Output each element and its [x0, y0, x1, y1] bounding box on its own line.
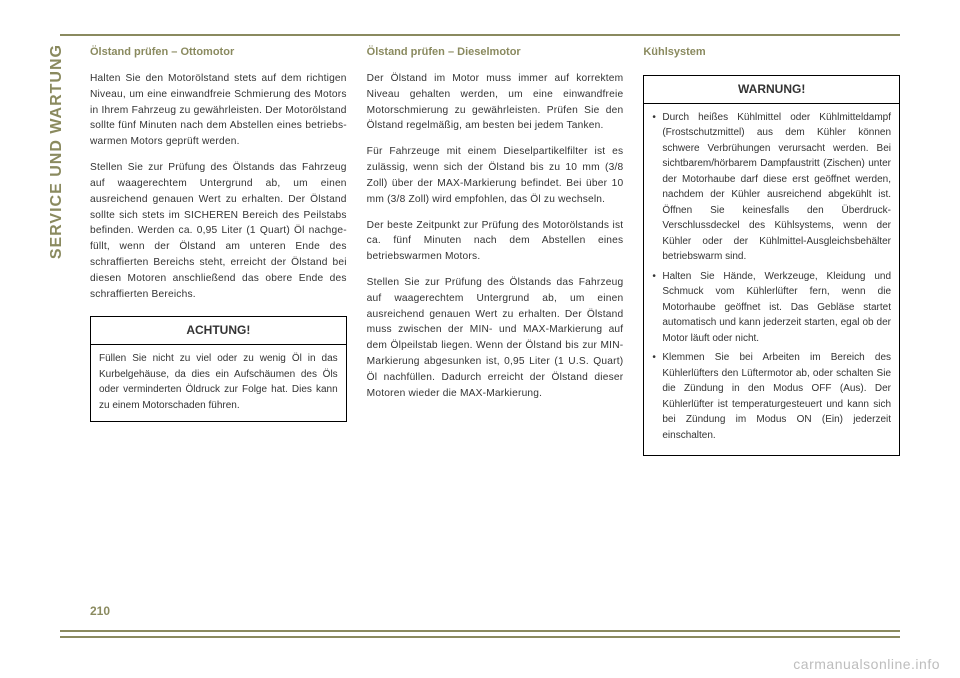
- col2-para-2: Für Fahrzeuge mit einem Dieselpartikelfi…: [367, 144, 624, 207]
- bottom-rule-1: [60, 630, 900, 632]
- caution-title: ACHTUNG!: [91, 317, 346, 345]
- manual-page: SERVICE UND WARTUNG Ölstand prüfen – Ott…: [0, 0, 960, 678]
- warning-item-3: Klemmen Sie bei Arbeiten im Bereich des …: [652, 350, 891, 443]
- warning-box: WARNUNG! Durch heißes Kühlmittel oder Kü…: [643, 75, 900, 456]
- col2-para-4: Stellen Sie zur Prüfung des Ölstands das…: [367, 275, 624, 402]
- col1-para-1: Halten Sie den Motorölstand stets auf de…: [90, 71, 347, 150]
- section-label: SERVICE UND WARTUNG: [48, 44, 66, 259]
- content-columns: Ölstand prüfen – Ottomotor Halten Sie de…: [90, 44, 900, 634]
- caution-box: ACHTUNG! Füllen Sie nicht zu viel oder z…: [90, 316, 347, 422]
- warning-title: WARNUNG!: [644, 76, 899, 104]
- page-number: 210: [90, 604, 110, 618]
- col1-para-2: Stellen Sie zur Prüfung des Ölstands das…: [90, 160, 347, 302]
- watermark: carmanualsonline.info: [793, 656, 940, 672]
- bottom-rule-2: [60, 636, 900, 638]
- top-rule: [60, 34, 900, 36]
- caution-body: Füllen Sie nicht zu viel oder zu wenig Ö…: [91, 345, 346, 421]
- col3-heading: Kühlsystem: [643, 44, 900, 61]
- column-1: Ölstand prüfen – Ottomotor Halten Sie de…: [90, 44, 347, 634]
- warning-body: Durch heißes Kühlmittel oder Kühlmittel­…: [644, 104, 899, 456]
- column-2: Ölstand prüfen – Dieselmotor Der Ölstand…: [367, 44, 624, 634]
- warning-item-1: Durch heißes Kühlmittel oder Kühlmittel­…: [652, 110, 891, 265]
- col1-heading: Ölstand prüfen – Ottomotor: [90, 44, 347, 61]
- column-3: Kühlsystem WARNUNG! Durch heißes Kühlmit…: [643, 44, 900, 634]
- col2-para-1: Der Ölstand im Motor muss immer auf kor­…: [367, 71, 624, 134]
- col2-para-3: Der beste Zeitpunkt zur Prüfung des Moto…: [367, 218, 624, 265]
- warning-item-2: Halten Sie Hände, Werkzeuge, Kleidung un…: [652, 269, 891, 347]
- col2-heading: Ölstand prüfen – Dieselmotor: [367, 44, 624, 61]
